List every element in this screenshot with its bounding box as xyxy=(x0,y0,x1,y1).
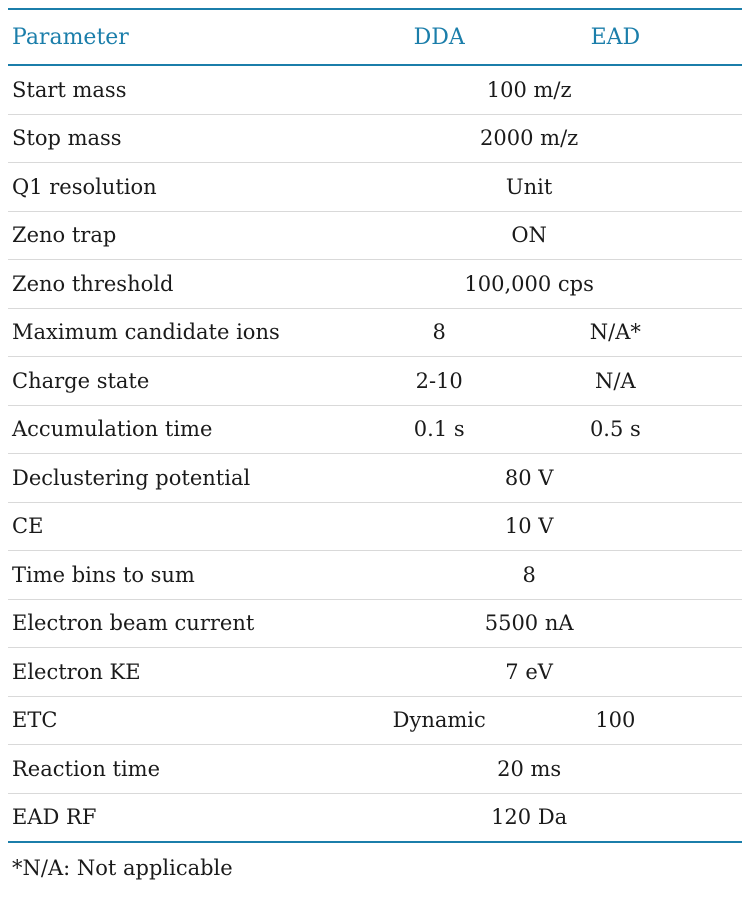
merged-value-cell: 8 xyxy=(352,550,706,600)
footnote: *N/A: Not applicable xyxy=(12,856,233,880)
table-row: ETC Dynamic 100 xyxy=(8,696,742,745)
table-body: Start mass 100 m/z Stop mass 2000 m/z Q1… xyxy=(8,65,742,843)
param-cell: Q1 resolution xyxy=(8,162,353,212)
table-row: Accumulation time 0.1 s 0.5 s xyxy=(8,405,742,454)
table-row: Q1 resolution Unit xyxy=(8,162,742,212)
spacer-cell xyxy=(705,744,742,794)
spacer-cell xyxy=(705,211,742,260)
param-cell: Time bins to sum xyxy=(8,550,353,600)
table-row: EAD RF 120 Da xyxy=(8,793,742,843)
spacer-cell xyxy=(705,696,742,745)
param-cell: Reaction time xyxy=(8,744,353,794)
param-cell: Declustering potential xyxy=(8,453,353,503)
param-cell: Electron beam current xyxy=(8,599,353,648)
param-cell: Start mass xyxy=(8,65,353,115)
header-row: Parameter DDA EAD xyxy=(8,9,742,66)
spacer-cell xyxy=(705,453,742,503)
ead-value-cell: N/A xyxy=(525,356,706,406)
table-row: Zeno threshold 100,000 cps xyxy=(8,259,742,309)
param-cell: Electron KE xyxy=(8,647,353,697)
table-row: Time bins to sum 8 xyxy=(8,550,742,600)
table-row: Electron beam current 5500 nA xyxy=(8,599,742,648)
table-row: Start mass 100 m/z xyxy=(8,65,742,115)
column-header-dda: DDA xyxy=(352,9,526,66)
table-row: CE 10 V xyxy=(8,502,742,551)
merged-value-cell: 20 ms xyxy=(352,744,706,794)
merged-value-cell: 2000 m/z xyxy=(352,114,706,163)
merged-value-cell: 5500 nA xyxy=(352,599,706,648)
page: Parameter DDA EAD Start mass 100 m/z Sto… xyxy=(8,8,742,880)
spacer-cell xyxy=(705,502,742,551)
param-cell: Maximum candidate ions xyxy=(8,308,353,357)
table-row: Declustering potential 80 V xyxy=(8,453,742,503)
spacer-cell xyxy=(705,162,742,212)
spacer-cell xyxy=(705,647,742,697)
param-cell: Accumulation time xyxy=(8,405,353,454)
spacer-cell xyxy=(705,356,742,406)
ead-value-cell: N/A* xyxy=(525,308,706,357)
merged-value-cell: 80 V xyxy=(352,453,706,503)
spacer-cell xyxy=(705,65,742,115)
parameters-table: Parameter DDA EAD Start mass 100 m/z Sto… xyxy=(8,8,742,843)
dda-value-cell: 8 xyxy=(352,308,526,357)
table-row: Electron KE 7 eV xyxy=(8,647,742,697)
table-row: Reaction time 20 ms xyxy=(8,744,742,794)
merged-value-cell: 100 m/z xyxy=(352,65,706,115)
merged-value-cell: ON xyxy=(352,211,706,260)
param-cell: Zeno threshold xyxy=(8,259,353,309)
param-cell: Stop mass xyxy=(8,114,353,163)
table-header: Parameter DDA EAD xyxy=(8,9,742,66)
column-header-ead: EAD xyxy=(525,9,706,66)
header-spacer-cell xyxy=(705,9,742,66)
table-row: Stop mass 2000 m/z xyxy=(8,114,742,163)
param-cell: EAD RF xyxy=(8,793,353,843)
param-cell: CE xyxy=(8,502,353,551)
dda-value-cell: 0.1 s xyxy=(352,405,526,454)
spacer-cell xyxy=(705,259,742,309)
param-cell: ETC xyxy=(8,696,353,745)
spacer-cell xyxy=(705,114,742,163)
merged-value-cell: Unit xyxy=(352,162,706,212)
spacer-cell xyxy=(705,405,742,454)
param-cell: Zeno trap xyxy=(8,211,353,260)
ead-value-cell: 0.5 s xyxy=(525,405,706,454)
table-row: Charge state 2-10 N/A xyxy=(8,356,742,406)
spacer-cell xyxy=(705,550,742,600)
table-row: Zeno trap ON xyxy=(8,211,742,260)
dda-value-cell: 2-10 xyxy=(352,356,526,406)
merged-value-cell: 100,000 cps xyxy=(352,259,706,309)
merged-value-cell: 7 eV xyxy=(352,647,706,697)
dda-value-cell: Dynamic xyxy=(352,696,526,745)
spacer-cell xyxy=(705,793,742,843)
spacer-cell xyxy=(705,308,742,357)
spacer-cell xyxy=(705,599,742,648)
merged-value-cell: 120 Da xyxy=(352,793,706,843)
table-row: Maximum candidate ions 8 N/A* xyxy=(8,308,742,357)
column-header-parameter: Parameter xyxy=(8,9,353,66)
ead-value-cell: 100 xyxy=(525,696,706,745)
param-cell: Charge state xyxy=(8,356,353,406)
merged-value-cell: 10 V xyxy=(352,502,706,551)
